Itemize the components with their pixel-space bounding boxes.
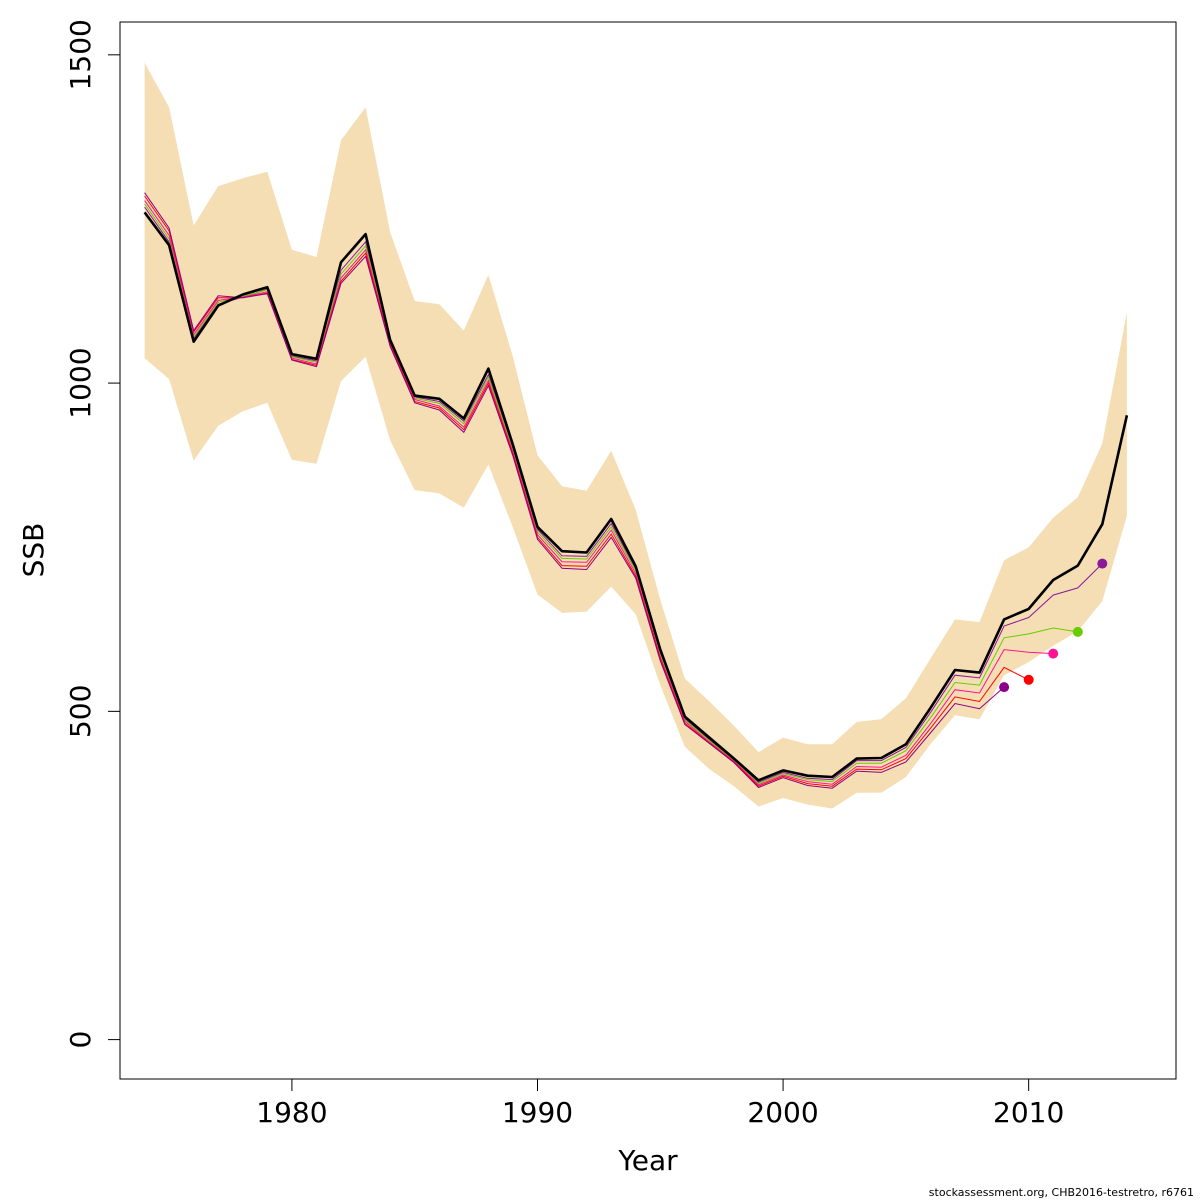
retro-peel-endpoint: [1097, 558, 1108, 569]
retro-peel-endpoint: [999, 682, 1010, 693]
retro-peel-line: [144, 192, 1005, 789]
retro-peel-endpoint: [1023, 674, 1034, 685]
retro-peel-line: [144, 203, 1078, 785]
retro-peel-endpoint: [1048, 648, 1059, 659]
y-tick-label: 500: [64, 685, 97, 738]
x-tick-label: 2000: [747, 1096, 818, 1129]
x-tick-label: 2010: [993, 1096, 1064, 1129]
x-tick-label: 1980: [256, 1096, 327, 1129]
x-axis-label: Year: [617, 1144, 678, 1177]
ssb-main-line: [143, 211, 1129, 782]
footer-credit: stockassessment.org, CHB2016-testretro, …: [929, 1186, 1194, 1199]
y-tick-label: 0: [64, 1031, 97, 1049]
y-axis: 0 500 1000 1500: [64, 19, 121, 1049]
retro-peel-endpoint: [1072, 626, 1083, 637]
confidence-band: [144, 62, 1127, 809]
plot-area: [143, 62, 1129, 809]
x-axis: 1980 1990 2000 2010: [256, 1078, 1064, 1129]
retro-peel-line: [144, 200, 1054, 786]
y-axis-label: SSB: [17, 523, 50, 578]
retro-peel-line: [144, 206, 1103, 783]
y-tick-label: 1000: [64, 347, 97, 418]
y-tick-label: 1500: [64, 19, 97, 90]
x-tick-label: 1990: [502, 1096, 573, 1129]
